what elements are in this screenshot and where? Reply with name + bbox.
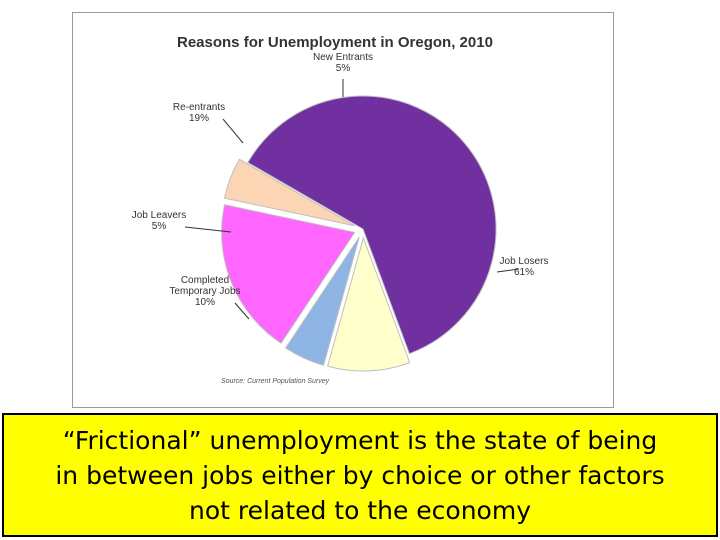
slice-label-2-line-1: Completed xyxy=(181,275,229,286)
slice-label-2-line-2: Temporary Jobs xyxy=(169,286,240,297)
leader-line-3 xyxy=(184,226,232,233)
pie-slice-2 xyxy=(326,236,411,372)
caption-text: “Frictional” unemployment is the state o… xyxy=(49,423,670,528)
pie-chart: Reasons for Unemployment in Oregon, 2010… xyxy=(132,34,549,385)
slice-label-3-line-2: 5% xyxy=(152,221,167,232)
leader-line-4 xyxy=(222,118,244,144)
leader-lines xyxy=(184,79,520,320)
leader-line-1 xyxy=(496,268,520,273)
slice-label-1-line-2: 61% xyxy=(514,267,534,278)
caption-line-3: not related to the economy xyxy=(189,495,531,525)
caption-line-2: in between jobs either by choice or othe… xyxy=(55,460,665,490)
leader-line-2 xyxy=(234,302,250,320)
pie-slice-3 xyxy=(284,236,360,366)
pie-slice-1 xyxy=(247,95,497,355)
pie-slice-4 xyxy=(221,204,356,344)
slice-label-1-line-1: Job Losers xyxy=(500,256,549,267)
slice-label-4-line-1: Re-entrants xyxy=(173,102,225,113)
caption-line-1: “Frictional” unemployment is the state o… xyxy=(62,425,658,455)
slices-layer xyxy=(221,95,497,372)
slice-label-5-line-1: New Entrants xyxy=(313,52,373,63)
pie-slice-5 xyxy=(223,158,355,227)
slice-label-2-line-3: 10% xyxy=(195,297,215,308)
slice-label-3-line-1: Job Leavers xyxy=(132,210,186,221)
slice-label-5-line-2: 5% xyxy=(336,63,351,74)
slice-label-4-line-2: 19% xyxy=(189,113,209,124)
source-note: Source: Current Population Survey xyxy=(221,378,330,385)
chart-title: Reasons for Unemployment in Oregon, 2010 xyxy=(177,34,493,51)
caption-box: “Frictional” unemployment is the state o… xyxy=(2,413,718,537)
chart-frame: Reasons for Unemployment in Oregon, 2010… xyxy=(72,12,614,408)
